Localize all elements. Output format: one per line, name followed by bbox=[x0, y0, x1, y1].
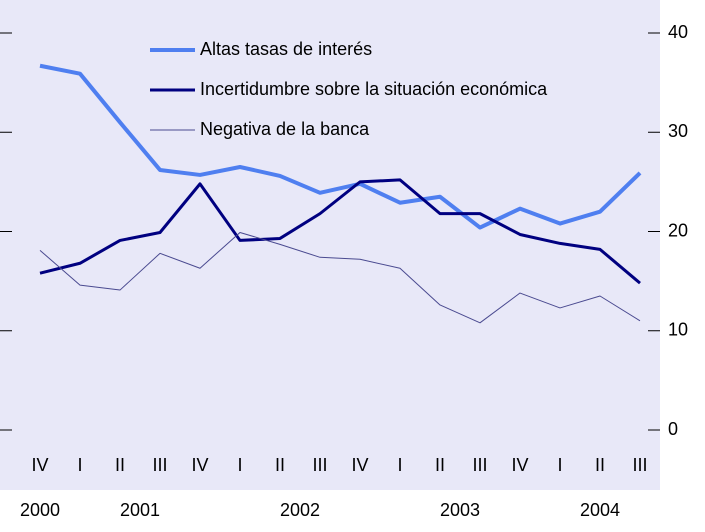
x-group-label: 2001 bbox=[120, 500, 160, 520]
x-tick-label: IV bbox=[31, 455, 48, 475]
x-tick-label: I bbox=[397, 455, 402, 475]
x-tick-label: II bbox=[275, 455, 285, 475]
x-group-label: 2002 bbox=[280, 500, 320, 520]
series-line bbox=[39, 231, 641, 324]
x-tick-label: III bbox=[472, 455, 487, 475]
series-line bbox=[39, 178, 641, 285]
x-tick-label: IV bbox=[511, 455, 528, 475]
y-tick-label: 10 bbox=[668, 320, 688, 340]
legend-label: Incertidumbre sobre la situación económi… bbox=[200, 79, 548, 99]
x-group-label: 2004 bbox=[580, 500, 620, 520]
legend-label: Altas tasas de interés bbox=[200, 39, 372, 59]
legend-label: Negativa de la banca bbox=[200, 119, 370, 139]
x-tick-label: III bbox=[632, 455, 647, 475]
y-tick-label: 0 bbox=[668, 419, 678, 439]
x-tick-label: I bbox=[237, 455, 242, 475]
x-tick-label: III bbox=[312, 455, 327, 475]
y-tick-label: 30 bbox=[668, 121, 688, 141]
x-tick-label: II bbox=[115, 455, 125, 475]
x-tick-label: IV bbox=[191, 455, 208, 475]
x-tick-label: I bbox=[557, 455, 562, 475]
series-line bbox=[39, 63, 642, 230]
x-tick-label: II bbox=[435, 455, 445, 475]
y-tick-label: 40 bbox=[668, 22, 688, 42]
x-tick-label: I bbox=[77, 455, 82, 475]
x-tick-label: III bbox=[152, 455, 167, 475]
x-tick-label: II bbox=[595, 455, 605, 475]
y-tick-label: 20 bbox=[668, 220, 688, 240]
x-group-label: 2000 bbox=[20, 500, 60, 520]
x-group-label: 2003 bbox=[440, 500, 480, 520]
x-tick-label: IV bbox=[351, 455, 368, 475]
